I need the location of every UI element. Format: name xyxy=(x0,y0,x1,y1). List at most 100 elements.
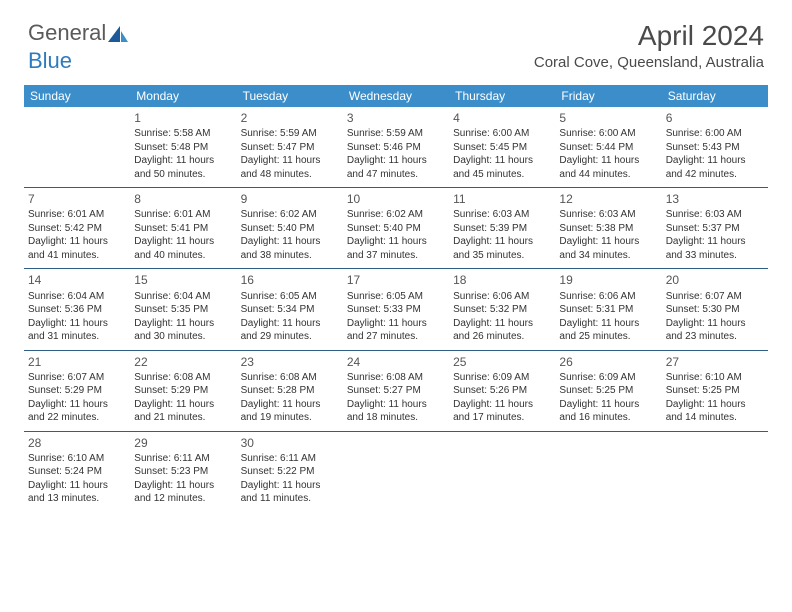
sunset-line: Sunset: 5:28 PM xyxy=(241,384,339,398)
sunset-line: Sunset: 5:48 PM xyxy=(134,141,232,155)
day-number: 8 xyxy=(134,191,232,207)
day-header-monday: Monday xyxy=(130,85,236,107)
daylight-line: Daylight: 11 hours and 21 minutes. xyxy=(134,398,232,425)
month-title: April 2024 xyxy=(534,20,764,52)
sunrise-line: Sunrise: 6:05 AM xyxy=(347,290,445,304)
sunrise-line: Sunrise: 6:08 AM xyxy=(241,371,339,385)
sunrise-line: Sunrise: 6:09 AM xyxy=(453,371,551,385)
sunset-line: Sunset: 5:38 PM xyxy=(559,222,657,236)
empty-cell xyxy=(24,107,130,188)
sunrise-line: Sunrise: 6:03 AM xyxy=(666,208,764,222)
day-number: 30 xyxy=(241,435,339,451)
day-cell-23: 23Sunrise: 6:08 AMSunset: 5:28 PMDayligh… xyxy=(237,350,343,431)
sunrise-line: Sunrise: 6:05 AM xyxy=(241,290,339,304)
sunrise-line: Sunrise: 6:08 AM xyxy=(134,371,232,385)
sunset-line: Sunset: 5:41 PM xyxy=(134,222,232,236)
day-cell-26: 26Sunrise: 6:09 AMSunset: 5:25 PMDayligh… xyxy=(555,350,661,431)
daylight-line: Daylight: 11 hours and 29 minutes. xyxy=(241,317,339,344)
day-number: 19 xyxy=(559,272,657,288)
header: General April 2024 Coral Cove, Queenslan… xyxy=(0,0,792,79)
daylight-line: Daylight: 11 hours and 38 minutes. xyxy=(241,235,339,262)
day-cell-24: 24Sunrise: 6:08 AMSunset: 5:27 PMDayligh… xyxy=(343,350,449,431)
sunset-line: Sunset: 5:27 PM xyxy=(347,384,445,398)
day-number: 20 xyxy=(666,272,764,288)
daylight-line: Daylight: 11 hours and 13 minutes. xyxy=(28,479,126,506)
sunset-line: Sunset: 5:31 PM xyxy=(559,303,657,317)
logo-text-blue: Blue xyxy=(28,48,72,74)
day-cell-25: 25Sunrise: 6:09 AMSunset: 5:26 PMDayligh… xyxy=(449,350,555,431)
sunset-line: Sunset: 5:25 PM xyxy=(666,384,764,398)
daylight-line: Daylight: 11 hours and 22 minutes. xyxy=(28,398,126,425)
daylight-line: Daylight: 11 hours and 23 minutes. xyxy=(666,317,764,344)
day-cell-10: 10Sunrise: 6:02 AMSunset: 5:40 PMDayligh… xyxy=(343,188,449,269)
day-cell-11: 11Sunrise: 6:03 AMSunset: 5:39 PMDayligh… xyxy=(449,188,555,269)
daylight-line: Daylight: 11 hours and 31 minutes. xyxy=(28,317,126,344)
day-cell-19: 19Sunrise: 6:06 AMSunset: 5:31 PMDayligh… xyxy=(555,269,661,350)
day-cell-2: 2Sunrise: 5:59 AMSunset: 5:47 PMDaylight… xyxy=(237,107,343,188)
day-number: 23 xyxy=(241,354,339,370)
sunrise-line: Sunrise: 6:03 AM xyxy=(453,208,551,222)
day-number: 27 xyxy=(666,354,764,370)
day-cell-30: 30Sunrise: 6:11 AMSunset: 5:22 PMDayligh… xyxy=(237,431,343,512)
day-number: 1 xyxy=(134,110,232,126)
sunrise-line: Sunrise: 6:09 AM xyxy=(559,371,657,385)
day-number: 17 xyxy=(347,272,445,288)
sunset-line: Sunset: 5:36 PM xyxy=(28,303,126,317)
daylight-line: Daylight: 11 hours and 40 minutes. xyxy=(134,235,232,262)
sunset-line: Sunset: 5:25 PM xyxy=(559,384,657,398)
day-cell-18: 18Sunrise: 6:06 AMSunset: 5:32 PMDayligh… xyxy=(449,269,555,350)
daylight-line: Daylight: 11 hours and 16 minutes. xyxy=(559,398,657,425)
daylight-line: Daylight: 11 hours and 33 minutes. xyxy=(666,235,764,262)
sunset-line: Sunset: 5:34 PM xyxy=(241,303,339,317)
day-header-tuesday: Tuesday xyxy=(237,85,343,107)
daylight-line: Daylight: 11 hours and 35 minutes. xyxy=(453,235,551,262)
day-cell-20: 20Sunrise: 6:07 AMSunset: 5:30 PMDayligh… xyxy=(662,269,768,350)
daylight-line: Daylight: 11 hours and 41 minutes. xyxy=(28,235,126,262)
day-cell-6: 6Sunrise: 6:00 AMSunset: 5:43 PMDaylight… xyxy=(662,107,768,188)
sunrise-line: Sunrise: 6:04 AM xyxy=(28,290,126,304)
sunset-line: Sunset: 5:44 PM xyxy=(559,141,657,155)
sunrise-line: Sunrise: 6:03 AM xyxy=(559,208,657,222)
day-number: 22 xyxy=(134,354,232,370)
sunrise-line: Sunrise: 6:07 AM xyxy=(666,290,764,304)
calendar-row: 14Sunrise: 6:04 AMSunset: 5:36 PMDayligh… xyxy=(24,269,768,350)
sunset-line: Sunset: 5:47 PM xyxy=(241,141,339,155)
daylight-line: Daylight: 11 hours and 18 minutes. xyxy=(347,398,445,425)
daylight-line: Daylight: 11 hours and 14 minutes. xyxy=(666,398,764,425)
sunrise-line: Sunrise: 6:00 AM xyxy=(559,127,657,141)
daylight-line: Daylight: 11 hours and 19 minutes. xyxy=(241,398,339,425)
daylight-line: Daylight: 11 hours and 12 minutes. xyxy=(134,479,232,506)
day-cell-7: 7Sunrise: 6:01 AMSunset: 5:42 PMDaylight… xyxy=(24,188,130,269)
sunset-line: Sunset: 5:45 PM xyxy=(453,141,551,155)
day-number: 3 xyxy=(347,110,445,126)
daylight-line: Daylight: 11 hours and 27 minutes. xyxy=(347,317,445,344)
sunset-line: Sunset: 5:37 PM xyxy=(666,222,764,236)
day-cell-27: 27Sunrise: 6:10 AMSunset: 5:25 PMDayligh… xyxy=(662,350,768,431)
day-cell-1: 1Sunrise: 5:58 AMSunset: 5:48 PMDaylight… xyxy=(130,107,236,188)
sunrise-line: Sunrise: 6:06 AM xyxy=(453,290,551,304)
daylight-line: Daylight: 11 hours and 11 minutes. xyxy=(241,479,339,506)
empty-cell xyxy=(343,431,449,512)
empty-cell xyxy=(662,431,768,512)
day-cell-9: 9Sunrise: 6:02 AMSunset: 5:40 PMDaylight… xyxy=(237,188,343,269)
sunrise-line: Sunrise: 6:02 AM xyxy=(241,208,339,222)
day-number: 9 xyxy=(241,191,339,207)
logo: General xyxy=(28,20,128,46)
sunrise-line: Sunrise: 5:58 AM xyxy=(134,127,232,141)
sunset-line: Sunset: 5:33 PM xyxy=(347,303,445,317)
sunset-line: Sunset: 5:29 PM xyxy=(28,384,126,398)
sunrise-line: Sunrise: 5:59 AM xyxy=(241,127,339,141)
sunset-line: Sunset: 5:40 PM xyxy=(241,222,339,236)
daylight-line: Daylight: 11 hours and 37 minutes. xyxy=(347,235,445,262)
calendar-row: 21Sunrise: 6:07 AMSunset: 5:29 PMDayligh… xyxy=(24,350,768,431)
sunset-line: Sunset: 5:26 PM xyxy=(453,384,551,398)
day-number: 28 xyxy=(28,435,126,451)
empty-cell xyxy=(555,431,661,512)
sunrise-line: Sunrise: 6:01 AM xyxy=(134,208,232,222)
sunset-line: Sunset: 5:42 PM xyxy=(28,222,126,236)
day-number: 12 xyxy=(559,191,657,207)
day-number: 24 xyxy=(347,354,445,370)
sunrise-line: Sunrise: 6:10 AM xyxy=(28,452,126,466)
daylight-line: Daylight: 11 hours and 48 minutes. xyxy=(241,154,339,181)
day-number: 10 xyxy=(347,191,445,207)
